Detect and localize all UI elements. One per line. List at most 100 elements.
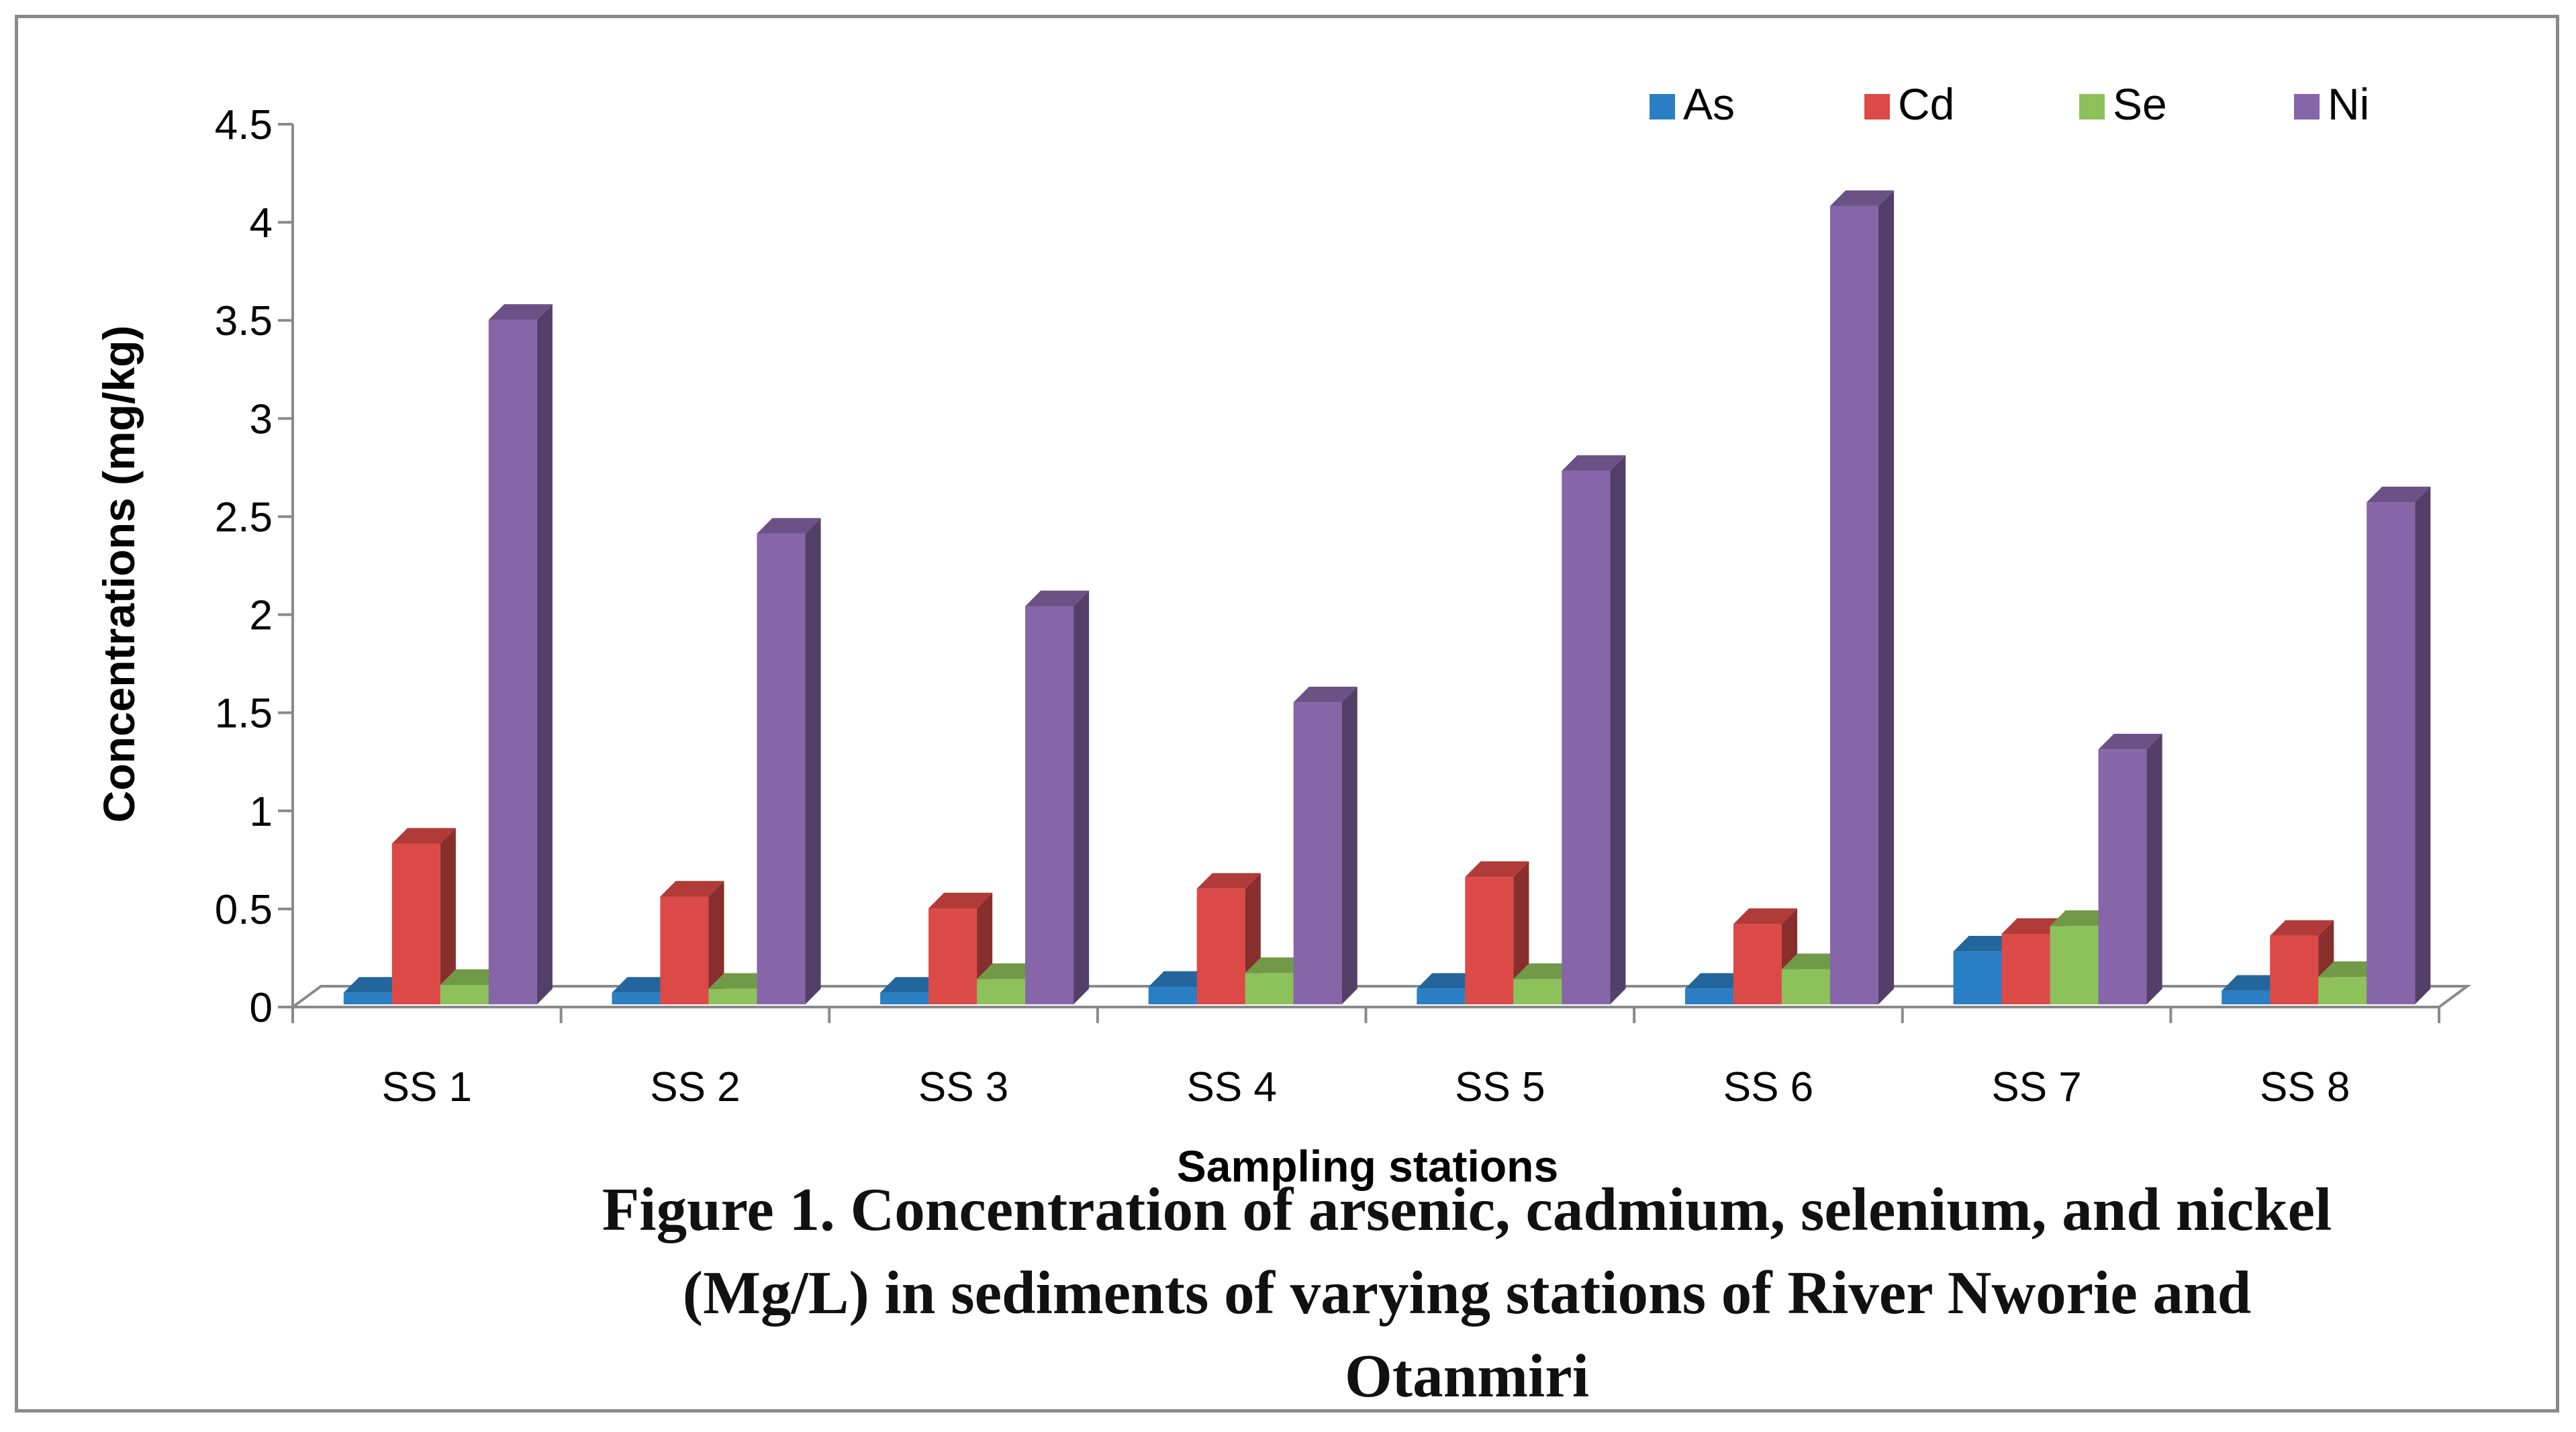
bar-front [2318, 977, 2367, 1004]
bar-front [1025, 606, 1074, 1004]
bar-front [880, 992, 929, 1004]
legend-entry-se: Se [2079, 79, 2167, 129]
bar-front [440, 984, 489, 1004]
bar-ni-ss8 [2367, 486, 2431, 1004]
bar-top [1953, 936, 2017, 952]
bar-top [1684, 973, 1750, 989]
x-tick-label: SS 2 [650, 1064, 740, 1110]
bar-cd-ss4 [1196, 873, 1261, 1004]
bar-ni-ss3 [1025, 590, 1090, 1004]
x-tick-label: SS 4 [1186, 1064, 1276, 1110]
bar-side [1074, 590, 1090, 1004]
caption-line-1: Figure 1. Concentration of arsenic, cadm… [602, 1176, 2332, 1243]
bar-front [1465, 877, 1514, 1004]
y-tick-label: 0 [250, 985, 273, 1031]
bar-top [391, 828, 456, 844]
bar-top [1196, 873, 1261, 889]
figure-frame [15, 15, 2559, 1413]
bar-side [440, 828, 456, 1004]
legend-label: Se [2113, 79, 2167, 129]
x-tick-label: SS 5 [1455, 1064, 1545, 1110]
bar-front [1829, 205, 1878, 1004]
y-tick-label: 4.5 [215, 102, 273, 148]
bar-top [2001, 918, 2066, 934]
bar-cd-ss2 [660, 881, 724, 1004]
bar-top [708, 973, 773, 989]
bar-front [757, 533, 806, 1004]
x-tick-label: SS 7 [1991, 1064, 2081, 1110]
bar-top [2270, 920, 2334, 936]
bar-top [488, 304, 553, 320]
caption-line-2: (Mg/L) in sediments of varying stations … [682, 1259, 2252, 1327]
bar-top [1829, 190, 1895, 206]
bar-front [2098, 749, 2147, 1004]
bar-front [1684, 988, 1733, 1004]
bar-top [928, 892, 993, 908]
bar-front [2222, 990, 2271, 1004]
legend-label: As [1683, 79, 1735, 129]
legend-swatch [2079, 94, 2105, 120]
bar-top [1025, 590, 1090, 606]
bar-front [1293, 702, 1342, 1004]
y-tick-label: 1 [250, 789, 273, 835]
bar-cd-ss6 [1733, 908, 1798, 1004]
bar-side [1341, 686, 1357, 1004]
bar-top [1733, 908, 1798, 924]
bar-side [708, 881, 724, 1004]
bar-front [1148, 986, 1197, 1004]
bar-front [1562, 471, 1611, 1004]
bar-top [2098, 734, 2162, 750]
bar-front [2367, 502, 2416, 1004]
bar-top [2050, 910, 2114, 926]
y-tick-label: 4 [250, 200, 273, 246]
bar-ni-ss1 [488, 304, 553, 1004]
bar-front [343, 992, 392, 1004]
y-tick-label: 1.5 [215, 691, 273, 737]
y-axis-title: Concentrations (mg/kg) [94, 326, 144, 823]
bars [343, 190, 2431, 1004]
bar-front [1733, 924, 1782, 1004]
bar-top [1293, 686, 1357, 703]
bar-top [1148, 971, 1212, 987]
bar-front [708, 988, 757, 1004]
bar-side [2415, 486, 2431, 1004]
bar-top [2367, 486, 2431, 503]
figure-caption: Figure 1. Concentration of arsenic, cadm… [376, 1168, 2558, 1418]
bar-side [536, 304, 553, 1004]
bar-front [488, 320, 537, 1004]
x-axis-title: Sampling stations [1177, 1141, 1558, 1191]
bar-top [1513, 963, 1578, 980]
bar-ni-ss5 [1562, 455, 1626, 1004]
bar-front [1417, 988, 1466, 1004]
bar-cd-ss1 [391, 828, 456, 1004]
bar-top [2222, 975, 2286, 991]
bar-top [1562, 455, 1626, 471]
bar-front [1196, 888, 1245, 1004]
x-tick-label: SS 6 [1723, 1064, 1813, 1110]
bar-top [1781, 953, 1846, 969]
bar-front [2050, 926, 2099, 1004]
bar-side [805, 518, 821, 1004]
bar-top [660, 881, 724, 897]
bar-front [977, 979, 1026, 1004]
bar-top [757, 518, 821, 534]
bar-top [1245, 957, 1309, 973]
bar-top [1465, 861, 1529, 877]
y-tick-label: 3 [250, 396, 273, 442]
bar-top [343, 977, 408, 993]
bar-front [612, 992, 661, 1004]
bar-cd-ss5 [1465, 861, 1529, 1004]
legend-entry-as: As [1650, 79, 1735, 129]
bar-ni-ss4 [1293, 686, 1357, 1004]
bar-side [2146, 734, 2162, 1004]
bar-top [880, 977, 945, 993]
bar-front [2001, 933, 2050, 1004]
legend-label: Cd [1898, 79, 1954, 129]
y-tick-label: 2 [250, 593, 273, 639]
bar-top [1417, 973, 1481, 989]
x-tick-label: SS 1 [382, 1064, 472, 1110]
bar-front [2270, 935, 2319, 1004]
legend-label: Ni [2328, 79, 2369, 129]
legend-swatch [1650, 94, 1675, 120]
